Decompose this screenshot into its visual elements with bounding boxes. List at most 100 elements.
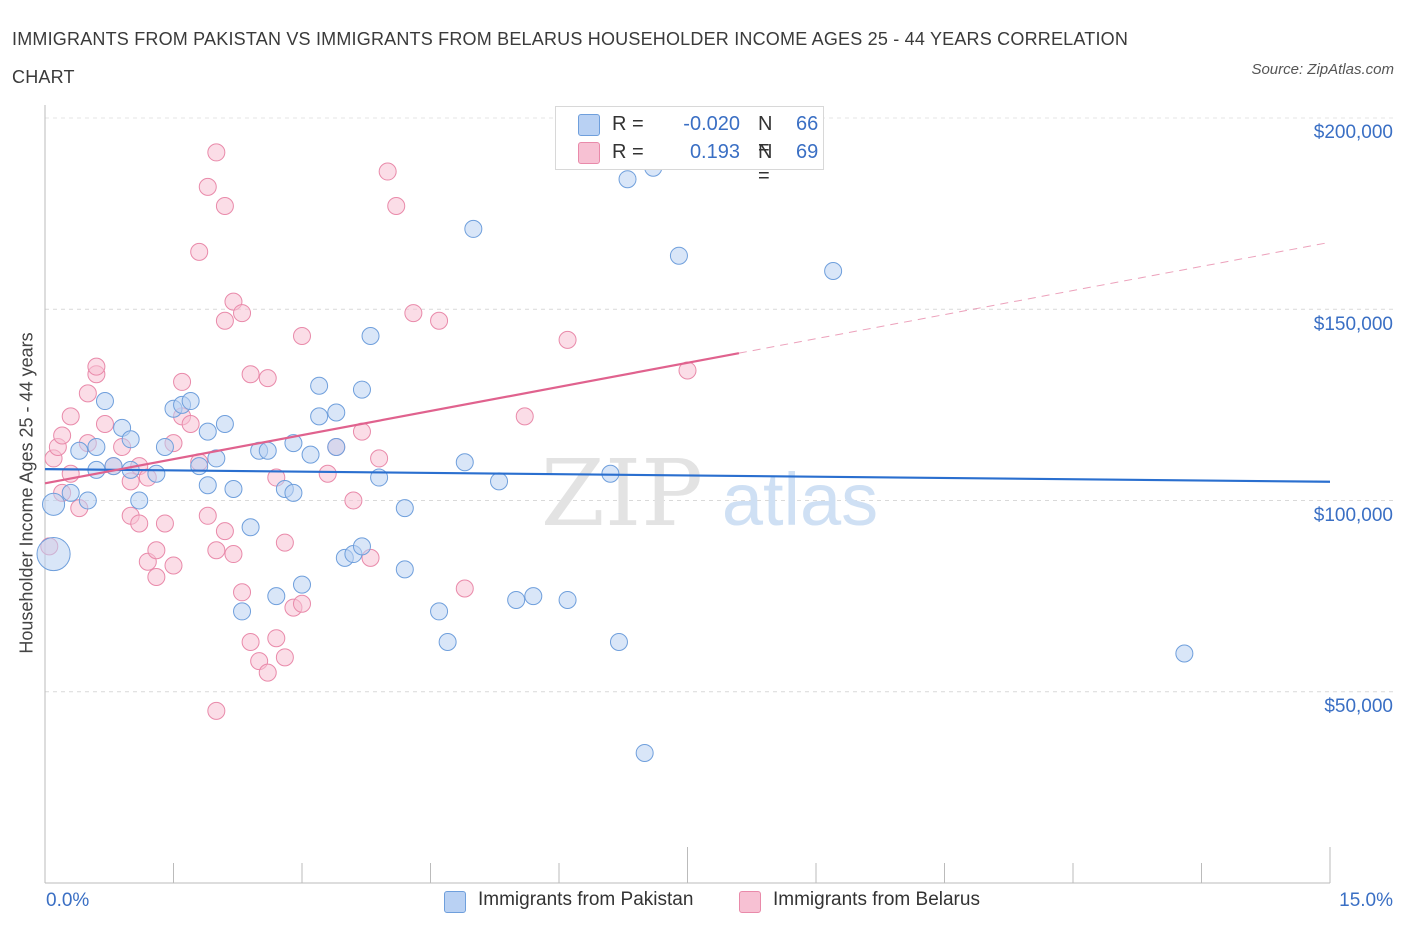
source-label: Source: ZipAtlas.com — [1251, 61, 1394, 78]
axes — [44, 105, 1331, 884]
pakistan-point — [95, 392, 114, 411]
pakistan-point — [327, 403, 346, 422]
belarus-point — [275, 533, 294, 552]
belarus-point — [233, 304, 252, 323]
belarus-point — [198, 177, 217, 196]
pakistan-point — [87, 437, 106, 456]
belarus-point — [207, 143, 226, 162]
pakistan-point — [155, 437, 174, 456]
belarus-point — [198, 506, 217, 525]
series-pakistan-points — [36, 158, 1194, 762]
belarus-point — [370, 449, 389, 468]
belarus-point — [215, 522, 234, 541]
belarus-point — [318, 464, 337, 483]
pakistan-point — [198, 422, 217, 441]
pakistan-point — [147, 464, 166, 483]
pakistan-point — [284, 434, 303, 453]
chart-title: IMMIGRANTS FROM PAKISTAN VS IMMIGRANTS F… — [12, 29, 1129, 87]
y-axis-label: Householder Income Ages 25 - 44 years — [16, 332, 37, 654]
belarus-trend-extension — [738, 241, 1331, 354]
pakistan-point — [430, 602, 449, 621]
belarus-point — [95, 415, 114, 433]
pakistan-point — [42, 492, 66, 516]
pakistan-point — [61, 483, 80, 502]
belarus-point — [207, 701, 226, 720]
pakistan-point — [224, 480, 243, 499]
pakistan-point — [215, 415, 234, 433]
pakistan-point — [352, 537, 371, 556]
pakistan-point — [267, 587, 286, 606]
y-tick-label: $150,000 — [1313, 314, 1393, 335]
belarus-point — [181, 415, 200, 433]
belarus-point — [404, 304, 423, 323]
belarus-point — [164, 556, 183, 575]
belarus-point — [378, 162, 397, 181]
belarus-point — [207, 541, 226, 560]
legend-label-pakistan: Immigrants from Pakistan — [478, 889, 694, 910]
pakistan-point — [507, 590, 526, 609]
r-value-belarus: 0.193 — [689, 141, 740, 163]
pakistan-point — [198, 476, 217, 495]
belarus-point — [293, 327, 311, 346]
belarus-point — [87, 357, 106, 376]
belarus-point — [275, 648, 294, 667]
belarus-point — [258, 663, 277, 682]
pakistan-point — [241, 518, 260, 537]
belarus-swatch — [578, 142, 600, 164]
belarus-point — [190, 242, 209, 261]
belarus-point — [78, 384, 97, 403]
correlation-legend: R = -0.020 N = 66 R = 0.193 N = 69 — [555, 106, 824, 187]
belarus-point — [267, 629, 286, 648]
y-tick-label: $200,000 — [1313, 122, 1393, 143]
pakistan-point — [301, 445, 320, 464]
pakistan-swatch — [444, 891, 466, 913]
pakistan-point — [669, 246, 688, 265]
y-tick-label: $50,000 — [1324, 696, 1393, 717]
pakistan-point — [310, 407, 329, 426]
pakistan-point — [609, 633, 628, 652]
pakistan-point — [395, 560, 414, 579]
pakistan-point — [395, 499, 414, 518]
belarus-point — [515, 407, 534, 426]
belarus-point — [241, 365, 260, 384]
belarus-point — [155, 514, 174, 533]
r-label: R = — [612, 113, 644, 135]
x-tick-max: 15.0% — [1339, 890, 1393, 911]
belarus-point — [215, 311, 234, 330]
pakistan-point — [121, 430, 140, 449]
belarus-point — [61, 407, 80, 426]
pakistan-point — [455, 453, 474, 472]
watermark-atlas: atlas — [722, 458, 878, 541]
pakistan-point — [361, 327, 380, 346]
belarus-point — [293, 594, 311, 613]
n-value-pakistan: 66 — [796, 113, 819, 135]
r-value-pakistan: -0.020 — [683, 113, 740, 135]
pakistan-point — [618, 170, 637, 189]
legend-label-belarus: Immigrants from Belarus — [773, 889, 980, 910]
belarus-point — [130, 514, 149, 533]
watermark-zip: ZIP — [541, 440, 703, 547]
pakistan-point — [438, 633, 457, 652]
n-label: N = — [758, 141, 773, 187]
belarus-point — [455, 579, 474, 598]
belarus-point — [215, 196, 234, 215]
pakistan-point — [181, 392, 200, 411]
series-belarus-points — [40, 143, 697, 720]
watermark: ZIP atlas — [541, 440, 878, 547]
belarus-point — [558, 330, 577, 349]
pakistan-point — [36, 536, 71, 572]
pakistan-point — [233, 602, 252, 621]
pakistan-point — [464, 219, 483, 238]
y-tick-label: $100,000 — [1313, 505, 1393, 526]
belarus-point — [258, 369, 277, 388]
belarus-point — [53, 426, 72, 445]
n-label: N = — [758, 113, 773, 159]
pakistan-point — [190, 457, 209, 476]
n-value-belarus: 69 — [796, 141, 819, 163]
pakistan-swatch — [578, 114, 600, 136]
belarus-trend-line — [44, 352, 740, 485]
r-label: R = — [612, 141, 644, 163]
pakistan-point — [78, 491, 97, 510]
belarus-point — [241, 633, 260, 652]
